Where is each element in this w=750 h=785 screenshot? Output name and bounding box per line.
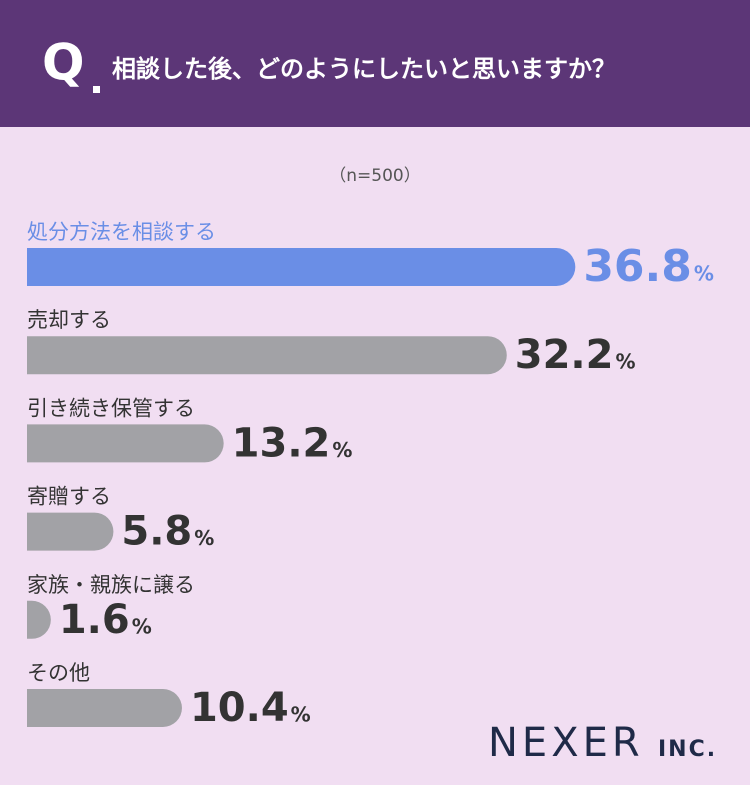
value-label: 10.4 (190, 685, 289, 731)
bar (27, 248, 576, 286)
bar (27, 424, 224, 463)
value-unit: % (615, 350, 635, 374)
value-label: 1.6 (59, 597, 130, 643)
value-unit: % (291, 703, 311, 727)
value-unit: % (694, 262, 714, 286)
value-label: 32.2 (515, 332, 614, 378)
category-label: 家族・親族に譲る (27, 573, 195, 597)
value-unit: % (332, 438, 352, 462)
question-dot (93, 86, 100, 93)
bar (27, 689, 182, 727)
bar (27, 512, 114, 551)
bar (27, 600, 51, 639)
category-label: 処分方法を相談する (27, 220, 216, 244)
sample-size: （n=500） (329, 166, 420, 186)
category-label: 引き続き保管する (27, 396, 195, 420)
bar (27, 336, 507, 375)
header-band (0, 0, 750, 127)
question-mark: Q (42, 34, 85, 92)
brand-logo: NEXER (488, 720, 644, 766)
category-label: その他 (27, 661, 90, 685)
category-label: 寄贈する (27, 485, 111, 509)
category-label: 売却する (27, 308, 111, 332)
value-label: 13.2 (232, 420, 331, 466)
value-label: 36.8 (583, 241, 692, 292)
value-unit: % (132, 614, 152, 638)
value-label: 5.8 (121, 509, 192, 555)
brand-suffix: INC. (658, 737, 717, 762)
chart-title: 相談した後、どのようにしたいと思いますか？ (112, 55, 616, 83)
value-unit: % (194, 526, 214, 550)
